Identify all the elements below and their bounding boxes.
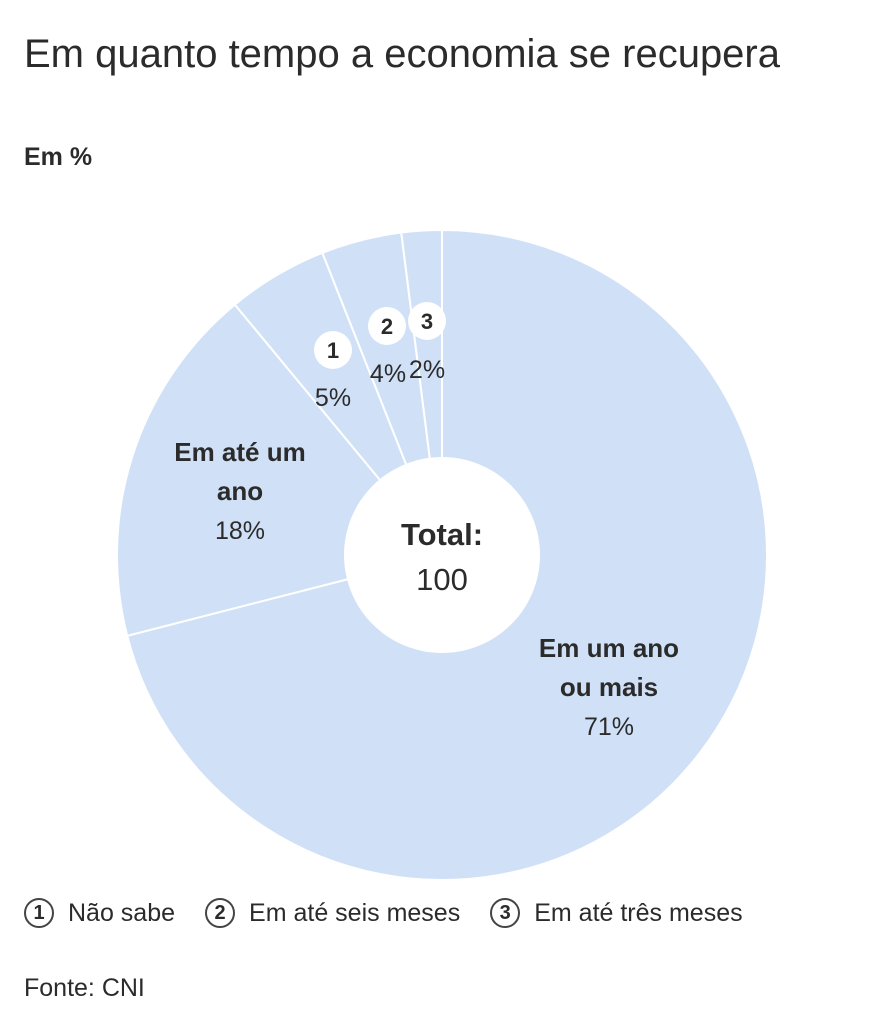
legend-item-nao-sabe: 1 Não sabe bbox=[24, 898, 175, 928]
chart-subtitle: Em % bbox=[24, 143, 93, 171]
slice-value-nao-sabe: 5% bbox=[315, 384, 351, 412]
legend: 1 Não sabe 2 Em até seis meses 3 Em até … bbox=[24, 898, 773, 928]
donut-chart: Em um ano ou mais 71% Em até um ano 18% 1 5% 2 4%… bbox=[116, 228, 768, 881]
slice-value-ate-tres-meses: 2% bbox=[409, 356, 445, 384]
slice-badge-ate-tres-meses bbox=[408, 302, 446, 340]
legend-badge-1: 1 bbox=[24, 898, 54, 928]
center-label: Total: bbox=[401, 517, 483, 552]
legend-badge-2: 2 bbox=[205, 898, 236, 928]
slice-badge-number-ate-tres-meses: 3 bbox=[421, 309, 433, 334]
donut-hole bbox=[344, 457, 540, 653]
legend-item-ate-tres-meses: 3 Em até três meses bbox=[490, 898, 743, 928]
legend-label-nao-sabe: Não sabe bbox=[68, 898, 176, 927]
legend-item-ate-seis-meses: 2 Em até seis meses bbox=[205, 898, 460, 928]
slice-value-ate-seis-meses: 4% bbox=[370, 360, 406, 388]
slice-value-ate-um-ano: 18% bbox=[215, 517, 265, 545]
slice-badge-number-ate-seis-meses: 2 bbox=[381, 314, 393, 339]
slice-label-ate-um-ano: Em até um bbox=[174, 437, 306, 467]
center-value: 100 bbox=[416, 562, 468, 597]
chart-title: Em quanto tempo a economia se recupera bbox=[24, 32, 780, 76]
legend-badge-3: 3 bbox=[490, 898, 521, 928]
slice-value-um-ano-ou-mais: 71% bbox=[584, 713, 634, 741]
source-note: Fonte: CNI bbox=[24, 974, 145, 1002]
slice-label-um-ano-ou-mais: Em um ano bbox=[539, 633, 679, 663]
legend-label-ate-seis-meses: Em até seis meses bbox=[249, 898, 461, 927]
slice-badge-ate-seis-meses bbox=[368, 307, 406, 345]
slice-label-ate-um-ano: ano bbox=[217, 476, 263, 506]
slice-label-um-ano-ou-mais: ou mais bbox=[560, 672, 658, 702]
slice-badge-nao-sabe bbox=[314, 331, 352, 369]
labels-group: Em um ano ou mais 71% Em até um ano 18% 1 5% 2 4%… bbox=[174, 302, 679, 741]
slice-badge-number-nao-sabe: 1 bbox=[327, 338, 339, 363]
legend-label-ate-tres-meses: Em até três meses bbox=[534, 898, 743, 927]
